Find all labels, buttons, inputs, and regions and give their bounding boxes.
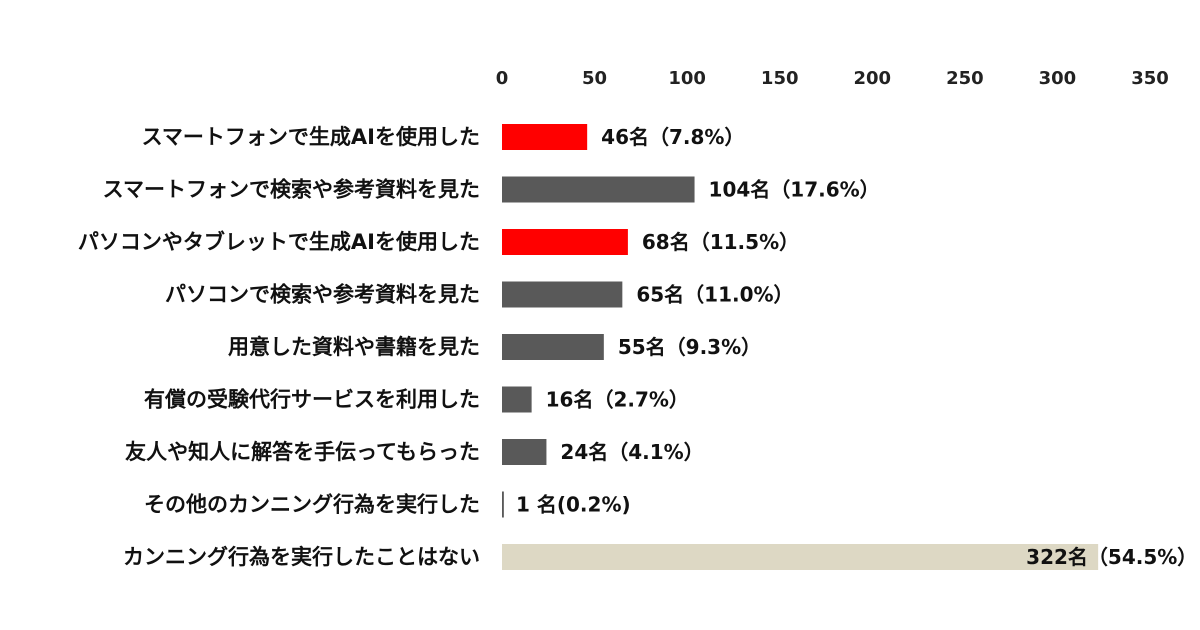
bar-value-label: 55名（9.3%） <box>618 335 761 359</box>
category-labels: スマートフォンで生成AIを使用したスマートフォンで検索や参考資料を見たパソコンや… <box>78 125 480 569</box>
bar-value-label: 46名（7.8%） <box>601 125 744 149</box>
x-tick-label: 350 <box>1131 68 1169 89</box>
bars <box>502 124 1099 570</box>
category-label: パソコンやタブレットで生成AIを使用した <box>78 230 480 254</box>
x-tick-label: 150 <box>761 68 799 89</box>
bar <box>502 386 532 413</box>
bar <box>502 229 628 255</box>
bar-value-label: 322名（54.5%） <box>1026 545 1197 569</box>
x-tick-label: 250 <box>946 68 984 89</box>
category-label: その他のカンニング行為を実行した <box>144 493 480 517</box>
x-tick-label: 200 <box>853 68 891 89</box>
x-tick-label: 50 <box>582 68 607 89</box>
bar-value-label: 1 名(0.2%) <box>516 493 631 517</box>
bar <box>502 334 604 360</box>
bar-value-label: 104名（17.6%） <box>709 178 880 202</box>
bar-value-label: 65名（11.0%） <box>636 283 793 307</box>
bar <box>502 124 588 150</box>
x-tick-label: 300 <box>1039 68 1077 89</box>
category-label: スマートフォンで検索や参考資料を見た <box>103 178 480 202</box>
category-label: スマートフォンで生成AIを使用した <box>142 125 480 149</box>
bar <box>502 491 504 518</box>
category-label: 用意した資料や書籍を見た <box>228 335 480 359</box>
value-labels: 46名（7.8%） 104名（17.6%） 68名（11.5%） 65名（11.0%）… <box>516 125 1197 569</box>
category-label: パソコンで検索や参考資料を見た <box>165 283 480 307</box>
bar <box>502 544 1099 570</box>
bar <box>502 176 695 203</box>
category-label: 有償の受験代行サービスを利用した <box>144 388 480 412</box>
bar-value-label: 24名（4.1%） <box>560 440 703 464</box>
x-axis-ticks: 0 50 100 150 200 250 300 350 <box>496 68 1169 89</box>
x-tick-label: 100 <box>668 68 706 89</box>
x-tick-label: 0 <box>496 68 509 89</box>
bar-value-label: 16名（2.7%） <box>546 388 689 412</box>
bar <box>502 439 547 465</box>
category-label: 友人や知人に解答を手伝ってもらった <box>125 440 480 464</box>
bar-value-label: 68名（11.5%） <box>642 230 799 254</box>
bar <box>502 281 623 308</box>
category-label: カンニング行為を実行したことはない <box>123 545 480 569</box>
